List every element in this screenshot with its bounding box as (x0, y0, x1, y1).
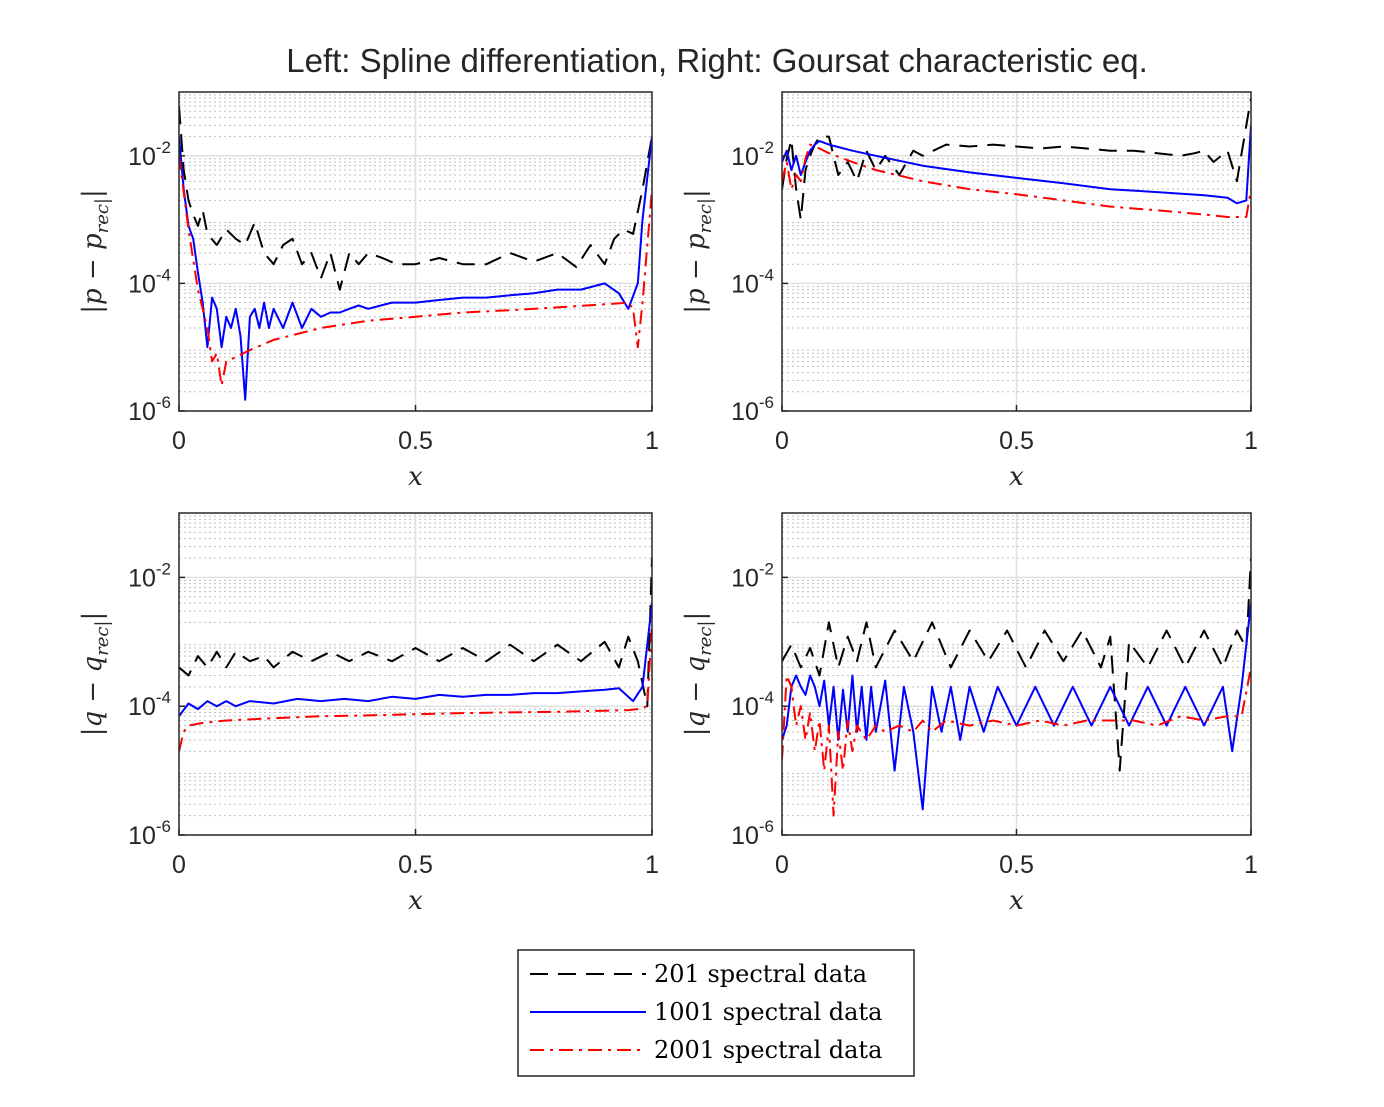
x-tick-label: 1 (645, 851, 659, 879)
x-tick-label: 0 (172, 851, 186, 879)
y-tick-label: 10-2 (128, 559, 171, 592)
series-line-1001 (179, 602, 652, 717)
y-axis-label: |p − prec|| (681, 189, 716, 314)
x-tick-label: 0.5 (398, 851, 433, 879)
y-tick-label: 10-2 (731, 138, 774, 171)
series-line-2001 (179, 622, 652, 752)
y-axis-label: |q − qrec|| (681, 612, 716, 737)
y-tick-label: 10-6 (128, 817, 171, 850)
subplot-top-right: 0 0.5 1 10-6 10-4 10-2 x |p − prec|| (681, 91, 1258, 492)
y-tick-label: 10-6 (128, 393, 171, 426)
x-tick-label: 1 (1244, 851, 1258, 879)
y-tick-label: 10-6 (731, 393, 774, 426)
series-line-201 (782, 98, 1251, 221)
y-axis-label: |p − prec|| (78, 189, 113, 314)
y-tick-label: 10-6 (731, 817, 774, 850)
x-tick-label: 0.5 (398, 427, 433, 455)
x-tick-label: 0 (775, 851, 789, 879)
series-line-1001 (782, 125, 1251, 205)
y-tick-label: 10-4 (128, 688, 171, 721)
grid (782, 513, 1251, 835)
series-line-2001 (782, 143, 1251, 218)
legend-label: 2001 spectral data (654, 1036, 882, 1064)
y-tick-label: 10-4 (128, 265, 171, 298)
y-tick-label: 10-2 (731, 559, 774, 592)
legend-box (517, 949, 915, 1077)
x-tick-label: 0 (172, 427, 186, 455)
x-tick-label: 0 (775, 427, 789, 455)
y-tick-label: 10-4 (731, 265, 774, 298)
subplot-bottom-left: 0 0.5 1 10-6 10-4 10-2 x |q − qrec|| (78, 512, 659, 916)
x-axis-label: x (408, 886, 423, 916)
x-axis-label: x (1009, 462, 1024, 492)
subplot-top-left: 0 0.5 1 10-6 10-4 10-2 x |p − prec|| (78, 91, 659, 492)
x-tick-label: 1 (645, 427, 659, 455)
figure-title: Left: Spline differentiation, Right: Gou… (286, 42, 1148, 79)
grid (782, 92, 1251, 411)
series-line-201 (179, 106, 652, 291)
subplot-bottom-right: 0 0.5 1 10-6 10-4 10-2 x |q − qrec|| (681, 512, 1258, 916)
legend: 201 spectral data 1001 spectral data 2001 … (517, 949, 915, 1077)
y-tick-label: 10-4 (731, 688, 774, 721)
series-line-201 (179, 557, 652, 708)
legend-label: 201 spectral data (654, 960, 867, 988)
x-tick-label: 1 (1244, 427, 1258, 455)
y-axis-label: |q − qrec|| (78, 612, 113, 737)
x-axis-label: x (1009, 886, 1024, 916)
x-axis-label: x (408, 462, 423, 492)
x-tick-label: 0.5 (999, 427, 1034, 455)
series-line-1001 (179, 136, 652, 401)
x-tick-label: 0.5 (999, 851, 1034, 879)
legend-label: 1001 spectral data (654, 998, 882, 1026)
series-line-1001 (782, 602, 1251, 811)
series-line-201 (782, 557, 1251, 772)
grid (179, 513, 652, 835)
y-tick-label: 10-2 (128, 138, 171, 171)
